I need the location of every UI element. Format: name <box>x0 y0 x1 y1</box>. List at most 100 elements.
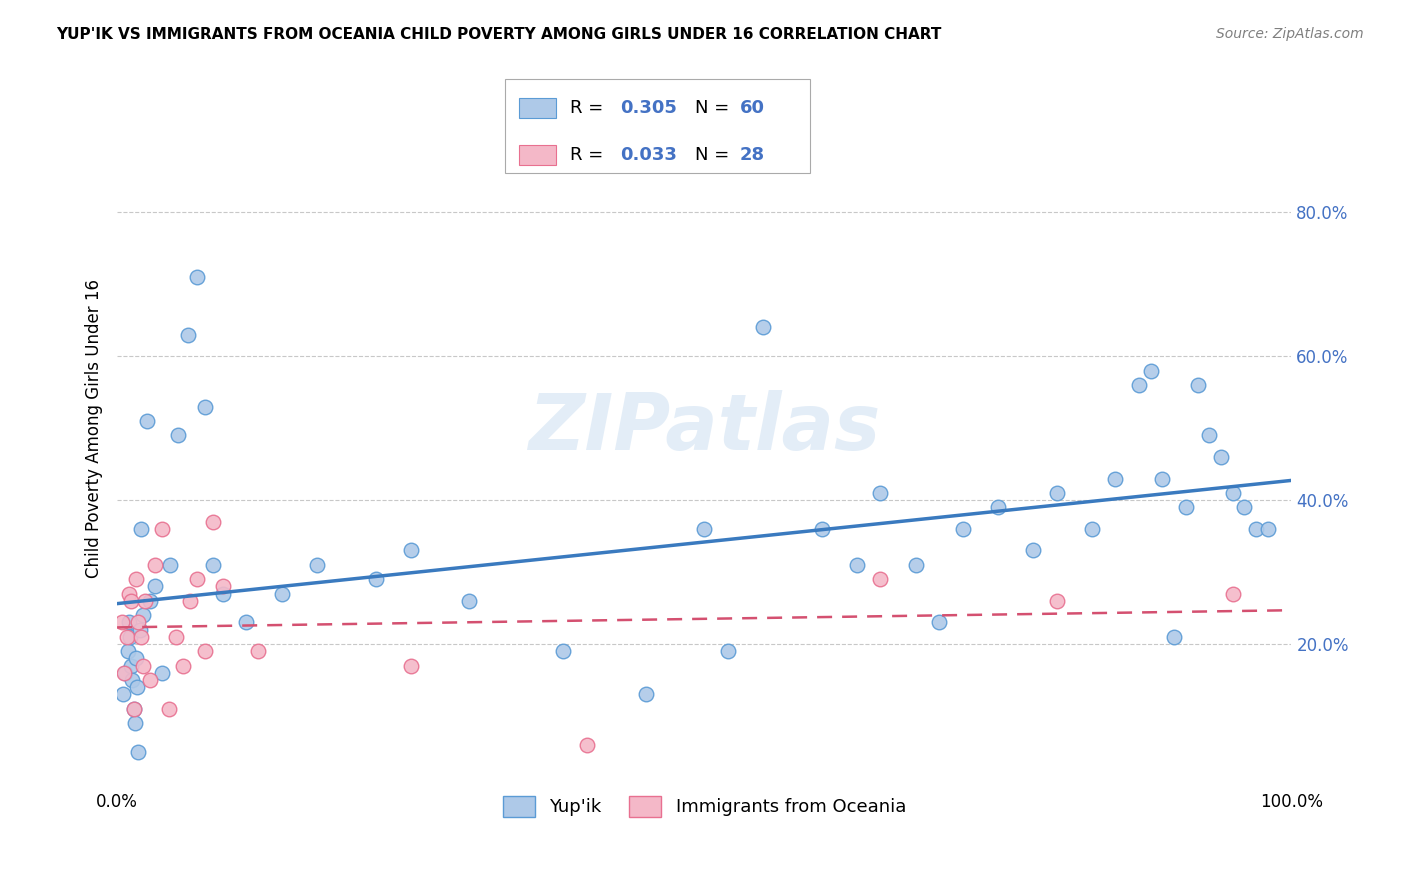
Point <box>634 687 657 701</box>
Point <box>1257 522 1279 536</box>
Point <box>1139 364 1161 378</box>
Point <box>235 615 257 630</box>
Point <box>122 702 145 716</box>
Point <box>117 644 139 658</box>
FancyBboxPatch shape <box>505 79 810 173</box>
Point <box>172 658 194 673</box>
Point <box>305 558 328 572</box>
Point <box>132 658 155 673</box>
Point <box>120 594 142 608</box>
Text: 28: 28 <box>740 145 765 163</box>
Point <box>202 515 225 529</box>
Point <box>127 745 149 759</box>
Point <box>752 320 775 334</box>
Point <box>1233 500 1256 515</box>
Point <box>128 623 150 637</box>
Point <box>118 587 141 601</box>
Text: R =: R = <box>571 99 609 117</box>
Point <box>869 572 891 586</box>
Point <box>212 587 235 601</box>
Point <box>121 673 143 687</box>
Point <box>1081 522 1104 536</box>
Point <box>159 558 181 572</box>
Point <box>124 716 146 731</box>
Point <box>114 665 136 680</box>
Point <box>810 522 832 536</box>
Point <box>202 558 225 572</box>
Point <box>1198 428 1220 442</box>
Point <box>212 579 235 593</box>
Text: Source: ZipAtlas.com: Source: ZipAtlas.com <box>1216 27 1364 41</box>
Point <box>399 658 422 673</box>
Point <box>176 327 198 342</box>
Point <box>1244 522 1267 536</box>
Point <box>364 572 387 586</box>
Point <box>111 615 134 630</box>
Legend: Yup'ik, Immigrants from Oceania: Yup'ik, Immigrants from Oceania <box>494 787 915 826</box>
Point <box>112 687 135 701</box>
Point <box>132 608 155 623</box>
Text: 0.033: 0.033 <box>620 145 676 163</box>
Point <box>150 522 173 536</box>
Point <box>399 543 422 558</box>
Point <box>112 665 135 680</box>
Point <box>717 644 740 658</box>
Point <box>928 615 950 630</box>
Point <box>194 644 217 658</box>
Point <box>115 630 138 644</box>
Point <box>125 572 148 586</box>
Point <box>1045 486 1067 500</box>
Point <box>247 644 270 658</box>
Text: N =: N = <box>695 145 735 163</box>
Point <box>869 486 891 500</box>
Point <box>120 630 142 644</box>
Point <box>987 500 1010 515</box>
Point <box>1045 594 1067 608</box>
Point <box>194 400 217 414</box>
Point <box>139 673 162 687</box>
Text: ZIPatlas: ZIPatlas <box>529 390 880 467</box>
Point <box>1163 630 1185 644</box>
Point <box>458 594 481 608</box>
Point <box>143 558 166 572</box>
Point <box>270 587 292 601</box>
Point <box>186 572 208 586</box>
Point <box>846 558 869 572</box>
Text: YUP'IK VS IMMIGRANTS FROM OCEANIA CHILD POVERTY AMONG GIRLS UNDER 16 CORRELATION: YUP'IK VS IMMIGRANTS FROM OCEANIA CHILD … <box>56 27 942 42</box>
FancyBboxPatch shape <box>519 145 557 165</box>
Point <box>129 630 152 644</box>
Y-axis label: Child Poverty Among Girls Under 16: Child Poverty Among Girls Under 16 <box>86 278 103 578</box>
Point <box>575 738 598 752</box>
Point <box>1222 587 1244 601</box>
Point <box>186 270 208 285</box>
Point <box>139 594 162 608</box>
Point <box>127 615 149 630</box>
Text: 60: 60 <box>740 99 765 117</box>
Point <box>167 428 190 442</box>
Point <box>118 615 141 630</box>
Point <box>1222 486 1244 500</box>
Point <box>1209 450 1232 464</box>
Point <box>157 702 180 716</box>
Point <box>122 702 145 716</box>
Point <box>150 665 173 680</box>
Point <box>179 594 201 608</box>
Point <box>134 594 156 608</box>
Point <box>904 558 927 572</box>
Point <box>553 644 575 658</box>
Text: R =: R = <box>571 145 609 163</box>
Point <box>952 522 974 536</box>
Point <box>693 522 716 536</box>
FancyBboxPatch shape <box>519 98 557 118</box>
Text: 0.305: 0.305 <box>620 99 676 117</box>
Point <box>1152 471 1174 485</box>
Point <box>1104 471 1126 485</box>
Point <box>1174 500 1197 515</box>
Point <box>165 630 187 644</box>
Point <box>135 414 157 428</box>
Point <box>129 522 152 536</box>
Point <box>127 680 149 694</box>
Point <box>143 579 166 593</box>
Point <box>125 651 148 665</box>
Point <box>1022 543 1045 558</box>
